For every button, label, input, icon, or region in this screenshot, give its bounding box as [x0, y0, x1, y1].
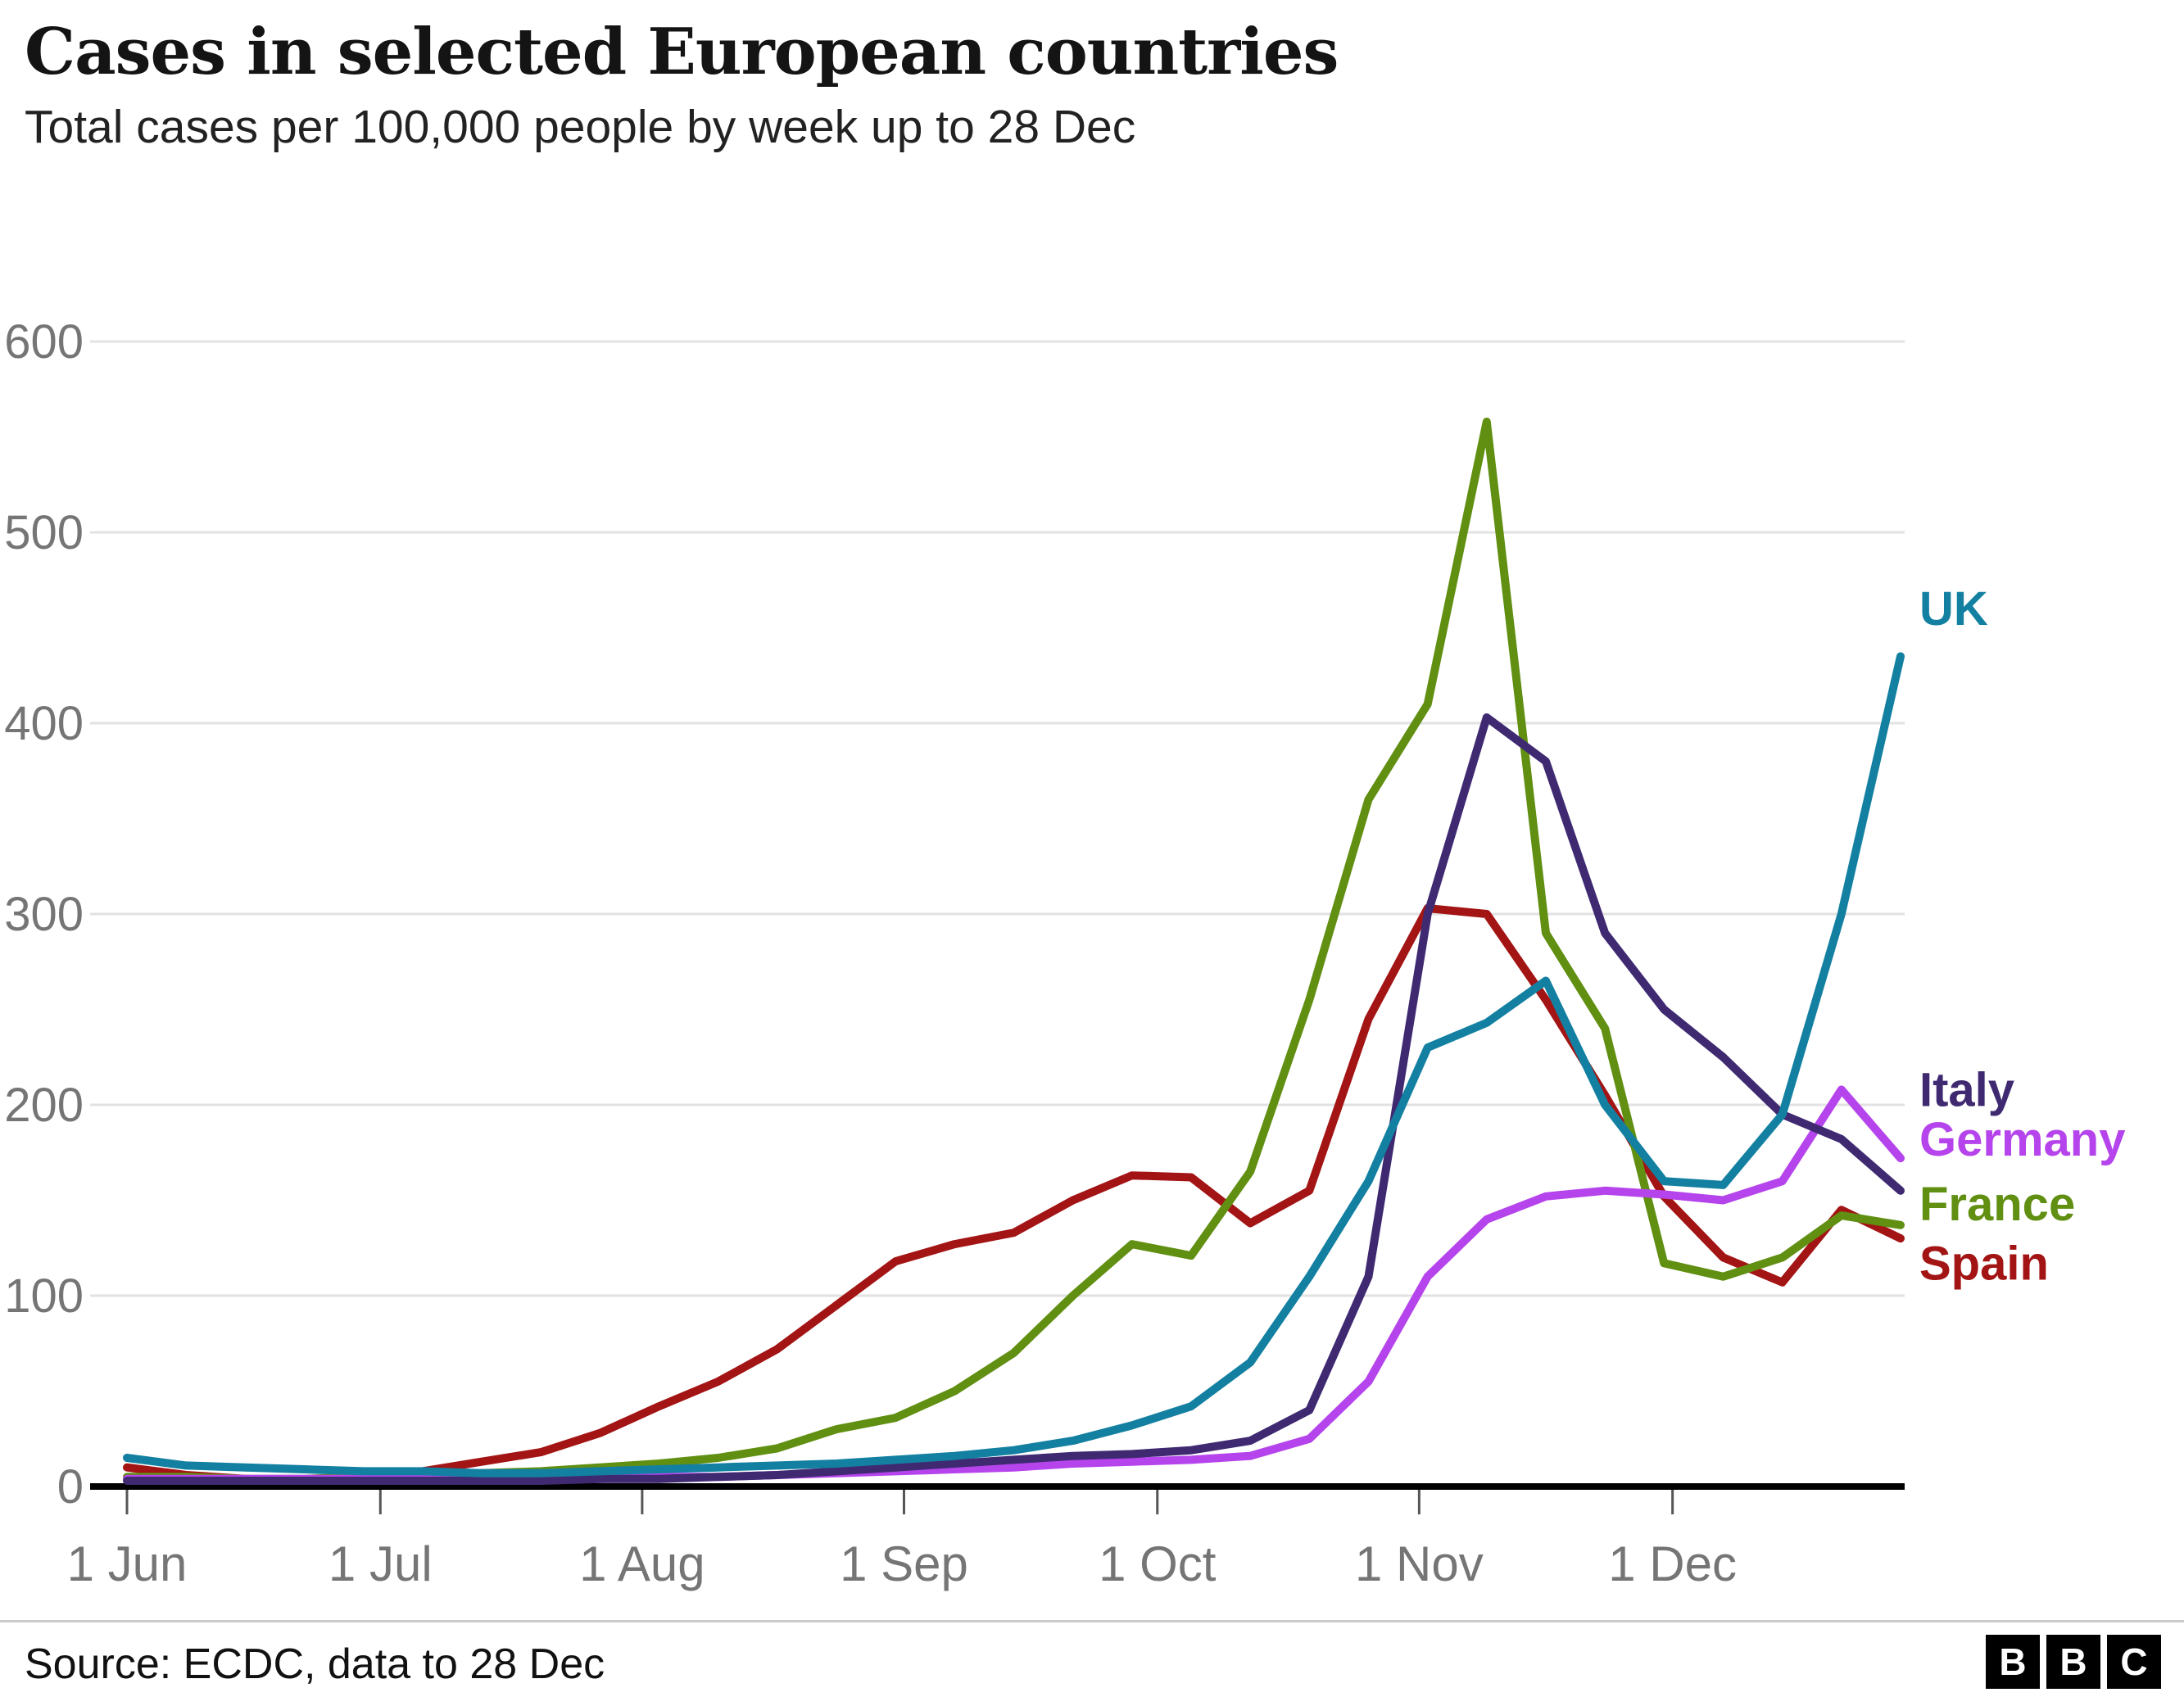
chart-title: Cases in selected European countries	[25, 15, 1339, 89]
x-axis-label-1-Nov: 1 Nov	[1355, 1536, 1484, 1591]
y-axis-label-500: 500	[4, 506, 84, 559]
source-note: Source: ECDC, data to 28 Dec	[25, 1640, 605, 1688]
y-axis-label-600: 600	[4, 315, 84, 369]
bbc-logo-letter: B	[1986, 1635, 2040, 1689]
y-axis-label-0: 0	[57, 1460, 84, 1514]
series-line-uk	[123, 652, 1905, 1477]
x-axis-label-1-Jun: 1 Jun	[67, 1536, 188, 1591]
x-axis-label-1-Jul: 1 Jul	[329, 1536, 433, 1591]
series-label-france: France	[1919, 1178, 2075, 1231]
y-axis-label-100: 100	[4, 1269, 84, 1323]
y-axis-label-300: 300	[4, 888, 84, 941]
y-axis-label-200: 200	[4, 1079, 84, 1132]
x-axis-label-1-Sep: 1 Sep	[840, 1536, 968, 1591]
series-label-uk: UK	[1919, 582, 1988, 636]
series-label-italy: Italy	[1919, 1063, 2014, 1116]
x-axis-label-1-Dec: 1 Dec	[1608, 1536, 1737, 1591]
bbc-logo: B B C	[1986, 1635, 2161, 1689]
bbc-logo-letter: B	[2046, 1635, 2100, 1689]
x-axis-label-1-Oct: 1 Oct	[1099, 1536, 1217, 1591]
x-axis-label-1-Aug: 1 Aug	[579, 1536, 705, 1591]
series-label-germany: Germany	[1919, 1113, 2125, 1166]
bbc-logo-letter: C	[2107, 1635, 2161, 1689]
series-line-italy	[123, 713, 1905, 1485]
chart-subtitle: Total cases per 100,000 people by week u…	[25, 101, 1136, 153]
series-label-spain: Spain	[1919, 1237, 2049, 1290]
footer-divider	[0, 1620, 2184, 1622]
y-axis-label-400: 400	[4, 697, 84, 750]
series-line-france	[123, 417, 1905, 1483]
